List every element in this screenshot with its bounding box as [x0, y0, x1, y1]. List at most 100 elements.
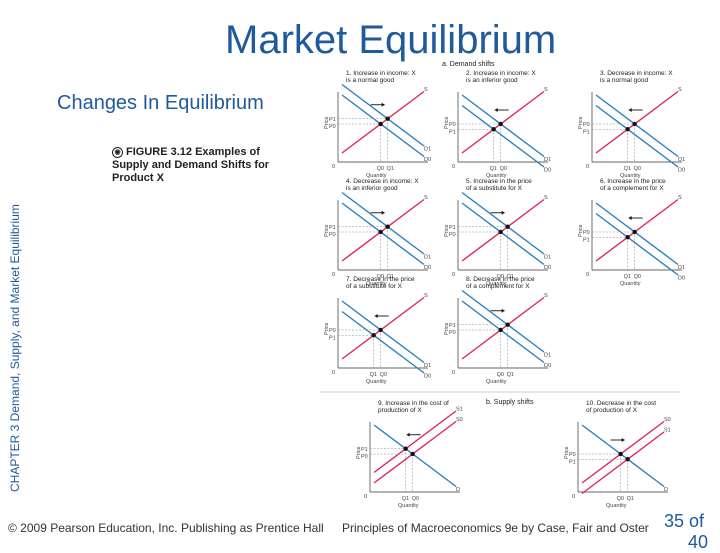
page-number-continued: 40	[688, 532, 709, 552]
demand-label: D	[664, 487, 668, 493]
equilibrium-initial-point	[618, 451, 623, 457]
price-label-low: P1	[449, 129, 456, 135]
demand-label-1: D0	[424, 374, 431, 380]
quantity-label-low: Q0	[377, 274, 384, 280]
supply-curve	[581, 420, 665, 484]
quantity-label-high: Q0	[412, 496, 419, 502]
price-label-high: P0	[569, 452, 576, 458]
quantity-label-high: Q1	[507, 372, 514, 378]
equilibrium-new-point	[403, 446, 408, 451]
equilibrium-initial-point	[498, 229, 503, 235]
supply-label-1: S0	[664, 417, 671, 423]
supply-curve	[341, 198, 425, 262]
equilibrium-initial-point	[632, 121, 637, 127]
axis-quantity-label: Quantity	[620, 281, 641, 287]
panel-title: 5. Increase in the price of a substitute …	[466, 178, 532, 192]
supply-curve-shifted	[581, 431, 665, 495]
demand-label-1: D0	[678, 276, 685, 282]
demand-curve-shifted	[595, 104, 679, 168]
quantity-label-low: Q0	[377, 166, 384, 172]
supply-label: S	[678, 195, 682, 201]
shift-arrow-head	[621, 438, 625, 442]
supply-demand-figure: a. Demand shifts b. Supply shifts 1. Inc…	[320, 61, 685, 509]
origin-label: 0	[586, 272, 589, 278]
demand-curve-shifted	[461, 289, 545, 353]
supply-curve	[595, 198, 679, 262]
shift-arrow-head	[501, 308, 505, 313]
demand-curve	[595, 202, 679, 266]
demand-label-1: D0	[544, 168, 551, 174]
price-label-low: P0	[449, 330, 456, 336]
axis-price-label: Price	[444, 116, 450, 129]
origin-label: 0	[452, 164, 455, 170]
price-label-low: P1	[583, 237, 590, 243]
supply-label: S	[424, 293, 428, 299]
panel-title: 10. Decrease in the cost of production of…	[586, 400, 656, 414]
demand-curve	[341, 300, 425, 364]
price-label-high: P1	[449, 225, 456, 231]
axis-price-label: Price	[578, 224, 584, 237]
footer-copyright: © 2009 Pearson Education, Inc. Publishin…	[8, 521, 324, 535]
equilibrium-initial-point	[632, 229, 637, 235]
quantity-label-high: Q0	[380, 372, 387, 378]
equilibrium-new-point	[371, 333, 376, 338]
demand-curve	[581, 424, 665, 488]
price-label-high: P0	[329, 328, 336, 334]
axis-price-label: Price	[324, 322, 330, 335]
equilibrium-initial-point	[498, 121, 503, 127]
quantity-label-high: Q0	[634, 166, 641, 172]
section-b-label: b. Supply shifts	[486, 399, 534, 406]
quantity-label-high: Q1	[387, 166, 394, 172]
demand-label-1: D1	[544, 255, 551, 261]
price-label-low: P0	[449, 232, 456, 238]
demand-curve	[341, 202, 425, 266]
price-label-high: P1	[449, 323, 456, 329]
panel-p9: 9. Increase in the cost of production of …	[356, 400, 463, 509]
price-label-high: P1	[329, 225, 336, 231]
panel-title: 9. Increase in the cost of production of …	[378, 400, 449, 414]
shift-arrow-head	[628, 108, 632, 112]
panel-title: 8. Decrease in the price of a complement …	[466, 276, 535, 290]
demand-curve-shifted	[341, 191, 425, 255]
supply-label-2: S1	[664, 428, 671, 434]
axis-price-label: Price	[324, 116, 330, 129]
supply-curve	[461, 296, 545, 360]
panel-p10: 10. Decrease in the cost of production of…	[564, 400, 671, 509]
supply-curve	[373, 420, 457, 484]
equilibrium-new-point	[491, 127, 496, 132]
quantity-label-high: Q0	[634, 274, 641, 280]
demand-curve	[341, 94, 425, 158]
demand-label-2: D0	[544, 265, 551, 271]
origin-label: 0	[332, 272, 335, 278]
price-label-high: P0	[583, 230, 590, 236]
quantity-label-high: Q0	[500, 166, 507, 172]
price-label-low: P1	[583, 129, 590, 135]
axis-quantity-label: Quantity	[606, 503, 627, 509]
demand-label-1: D1	[424, 255, 431, 261]
equilibrium-initial-point	[378, 327, 383, 333]
axis-price-label: Price	[444, 224, 450, 237]
demand-label-2: D0	[424, 157, 431, 163]
panel-p8: 8. Decrease in the price of a complement …	[444, 276, 551, 385]
origin-label: 0	[452, 272, 455, 278]
figure-caption-text: FIGURE 3.12 Examples of Supply and Deman…	[112, 146, 270, 184]
supply-curve	[595, 90, 679, 154]
quantity-label-high: Q1	[507, 274, 514, 280]
equilibrium-initial-point	[410, 451, 415, 457]
supply-curve	[341, 296, 425, 360]
figure-icon: ◉	[112, 146, 123, 158]
shift-arrow-head	[406, 432, 410, 437]
origin-label: 0	[332, 164, 335, 170]
shift-arrow-head	[628, 216, 632, 220]
quantity-label-low: Q0	[617, 496, 624, 502]
quantity-label-low: Q1	[490, 166, 497, 172]
axis-quantity-label: Quantity	[486, 379, 507, 385]
shift-arrow-head	[381, 102, 385, 107]
axis-quantity-label: Quantity	[366, 173, 387, 179]
